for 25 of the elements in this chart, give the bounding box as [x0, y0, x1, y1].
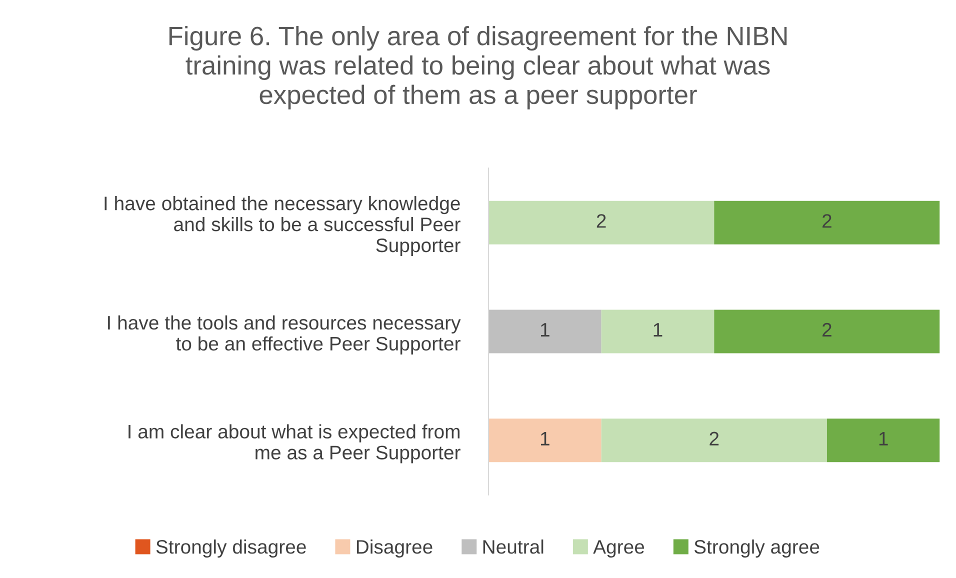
legend-label: Strongly disagree [156, 539, 306, 558]
bar [714, 310, 940, 354]
data-label: 2 [822, 322, 832, 337]
bar [488, 418, 602, 462]
bar [601, 418, 827, 462]
bar [488, 200, 714, 244]
legend-label: Strongly agree [694, 539, 820, 558]
y-tick-label: I have the tools and resources necessary to be an effective Peer Supporter [108, 315, 461, 354]
bar [488, 310, 602, 354]
bar [826, 418, 940, 462]
legend-label: Neutral [483, 539, 544, 554]
chart-title: Figure 6. The only area of disagreement for the NIBN training was related to being clear about what was expected of them as a peer supporter [169, 26, 787, 110]
data-label: 1 [879, 432, 888, 446]
data-label: 1 [654, 323, 662, 337]
data-label: 2 [596, 214, 606, 228]
y-tick-label: I am clear about what is expected from me as a Peer Supporter [128, 424, 460, 464]
y-tick-label: I have obtained the necessary knowledge and skills to be a successful Peer Supporter [104, 196, 460, 256]
data-label: 1 [540, 323, 550, 337]
bar [714, 200, 940, 244]
data-label: 2 [822, 214, 832, 228]
legend-label: Disagree [356, 539, 432, 558]
legend-label: Agree [593, 540, 644, 558]
data-label: 2 [710, 432, 719, 446]
data-label: 1 [540, 432, 550, 446]
bar [601, 310, 714, 354]
